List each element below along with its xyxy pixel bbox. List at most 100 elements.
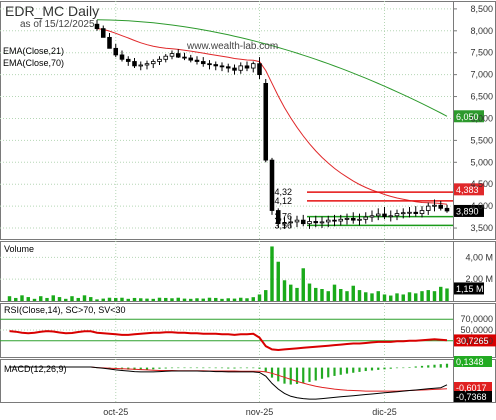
candle-body	[113, 47, 119, 56]
volume-bar	[420, 291, 424, 301]
volume-bar	[145, 298, 149, 301]
candle-body	[294, 219, 300, 223]
candle-body	[338, 218, 344, 222]
price-tick-label: 4,500	[470, 179, 493, 189]
macd-value-box	[454, 391, 492, 402]
candle-body	[375, 213, 381, 217]
chart-title: EDR_MC Daily	[5, 3, 99, 19]
candle-body	[332, 219, 337, 222]
volume-bar	[182, 298, 187, 301]
last-close-tag: 3,890	[456, 206, 479, 216]
macd-hist-bar	[133, 367, 136, 370]
macd-line	[9, 366, 448, 400]
macd-value-box	[454, 356, 492, 367]
ema70-value-tag-box	[454, 110, 484, 123]
volume-bar	[345, 291, 349, 301]
rsi-label: RSI(Close,14), SC>70, SV<30	[4, 305, 126, 315]
volume-bar	[139, 298, 143, 301]
macd-hist-bar	[439, 364, 442, 368]
volume-bar	[320, 289, 324, 301]
macd-hist-bar	[145, 367, 149, 370]
macd-value-tag: -0,6017	[456, 383, 487, 393]
macd-hist-bar	[277, 367, 280, 382]
candle-body	[150, 61, 156, 65]
volume-bar	[101, 298, 105, 301]
volume-bar	[126, 298, 130, 301]
volume-bar	[232, 298, 237, 301]
volume-bar	[76, 297, 80, 301]
rsi-last-box	[454, 334, 496, 347]
candle-body	[200, 61, 206, 65]
candle-body	[313, 221, 319, 224]
macd-hist-bar	[358, 367, 361, 372]
volume-bar	[382, 294, 387, 301]
legend-ema21: EMA(Close,21)	[3, 46, 64, 56]
ema21-line	[96, 28, 448, 205]
volume-bar	[445, 288, 449, 301]
volume-bar	[276, 261, 280, 301]
volume-bar	[257, 294, 262, 301]
candle-body	[269, 159, 275, 211]
vol-last-tag: 1,15 M	[456, 284, 484, 294]
macd-hist-bar	[202, 367, 205, 369]
volume-bar	[89, 297, 93, 301]
candle-body	[407, 211, 412, 214]
volume-bar	[95, 299, 99, 301]
volume-bar	[45, 297, 49, 301]
macd-hist-bar	[289, 367, 292, 385]
candle-body	[107, 36, 112, 49]
x-tick-label: dic-25	[372, 407, 397, 417]
x-tick-label: oct-25	[103, 407, 128, 417]
candle-body	[419, 210, 425, 214]
macd-hist-bar	[220, 367, 224, 369]
macd-hist-bar	[389, 367, 392, 369]
volume-bar	[32, 298, 37, 301]
macd-hist-bar	[395, 367, 399, 369]
volume-bar	[264, 290, 268, 301]
candle-body	[163, 55, 169, 60]
resistance-label: 4,32	[274, 187, 292, 197]
volume-bar	[370, 293, 374, 301]
macd-hist-bar	[189, 367, 192, 369]
support-label: 3,56	[274, 220, 292, 230]
volume-bar	[51, 295, 55, 301]
candle-body	[382, 213, 387, 218]
volume-bar	[107, 297, 112, 301]
panel-price	[0, 1, 496, 240]
macd-hist-bar	[195, 367, 199, 369]
volume-bar	[157, 297, 162, 301]
candle-body	[175, 53, 181, 58]
volume-bar	[295, 287, 299, 301]
candle-body	[288, 221, 294, 224]
volume-bar	[301, 268, 305, 301]
volume-bar	[395, 293, 399, 301]
volume-bar	[432, 291, 437, 301]
volume-bar	[289, 284, 293, 301]
volume-bar	[220, 298, 224, 301]
candle-body	[325, 219, 331, 223]
volume-bar	[26, 297, 30, 301]
vol-last-box	[454, 282, 484, 295]
candle-body	[438, 204, 444, 209]
candle-body	[307, 221, 312, 225]
candle-body	[300, 219, 306, 225]
macd-hist-bar	[164, 367, 167, 369]
macd-hist-bar	[295, 367, 299, 384]
rsi-line	[9, 330, 448, 352]
candle-body	[257, 63, 262, 76]
candle-body	[275, 210, 281, 225]
volume-bar	[389, 295, 393, 301]
macd-hist-bar	[445, 363, 449, 368]
price-tick-label: 7,000	[470, 70, 493, 80]
price-tick-label: 8,500	[470, 4, 493, 14]
rsi-last-tag: 30,7265	[456, 336, 489, 346]
candle-body	[344, 217, 350, 220]
candle-body	[444, 207, 450, 212]
resistance-label: 4,12	[274, 196, 292, 206]
macd-hist-bar	[352, 367, 355, 373]
price-tick-label: 8,000	[470, 26, 493, 36]
candle-body	[357, 218, 362, 221]
candle-body	[394, 213, 400, 217]
price-tick-label: 6,500	[470, 92, 493, 102]
